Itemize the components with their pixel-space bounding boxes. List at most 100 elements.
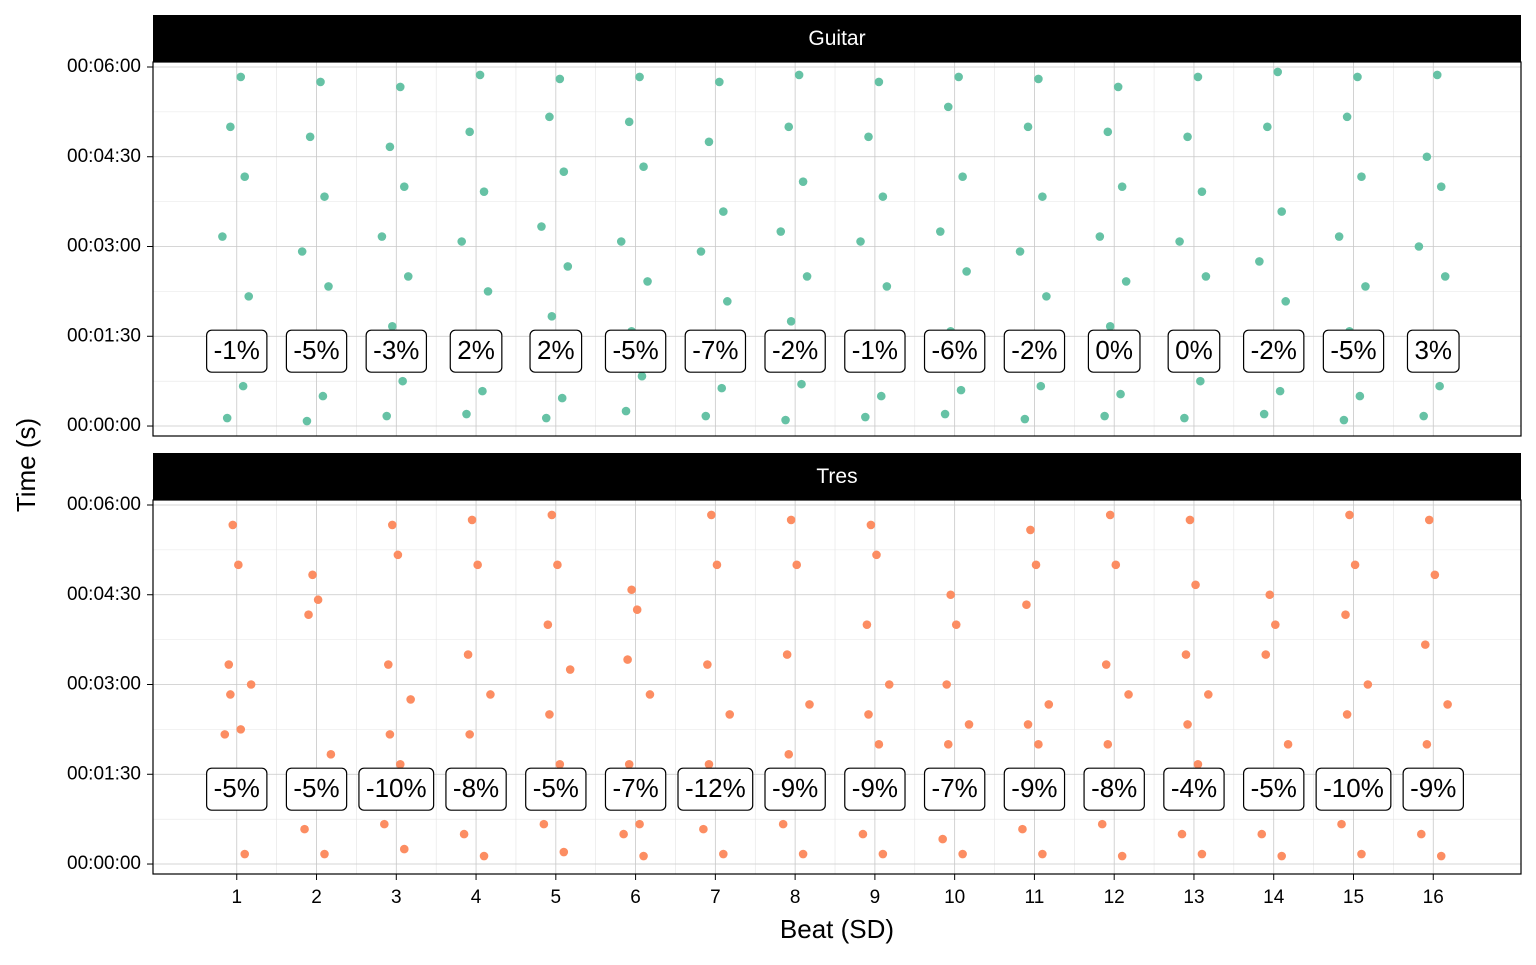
value-label: -8%	[1083, 767, 1145, 811]
data-point	[940, 409, 950, 419]
data-point	[1038, 192, 1047, 201]
data-point	[645, 690, 655, 699]
data-point	[1031, 560, 1041, 570]
y-tick-label: 00:01:30	[67, 325, 141, 346]
label-box	[1242, 329, 1305, 373]
label-box	[445, 767, 507, 811]
data-point	[465, 730, 474, 739]
data-point	[872, 550, 881, 560]
data-point	[395, 82, 405, 92]
label-box	[365, 329, 428, 373]
data-point	[1026, 525, 1035, 535]
value-label: -2%	[1003, 329, 1066, 373]
data-point	[304, 610, 313, 619]
data-point	[537, 222, 546, 231]
data-point	[797, 379, 806, 389]
x-tick-label: 16	[1423, 887, 1444, 908]
label-text: 0%	[1175, 335, 1213, 365]
data-point	[935, 227, 945, 236]
y-tick-label: 00:06:00	[67, 56, 141, 77]
data-point	[704, 137, 714, 147]
data-point	[462, 409, 471, 419]
x-axis-label: Beat (SD)	[780, 914, 894, 944]
data-point	[547, 312, 557, 321]
data-point	[874, 740, 884, 749]
data-point	[856, 237, 865, 246]
data-point	[385, 730, 395, 739]
data-point	[297, 247, 307, 256]
data-point	[956, 385, 966, 395]
label-box	[604, 767, 667, 811]
data-point	[627, 585, 636, 595]
data-point	[1277, 851, 1286, 861]
data-point	[226, 122, 235, 132]
data-point	[725, 710, 735, 719]
value-label: -4%	[1163, 767, 1225, 811]
value-label: 0%	[1167, 329, 1221, 373]
panel-border	[152, 61, 1522, 437]
label-box	[285, 329, 348, 373]
data-point	[798, 177, 808, 186]
data-point	[866, 520, 876, 530]
data-point	[555, 74, 565, 84]
data-point	[635, 72, 644, 82]
data-point	[1201, 272, 1211, 281]
label-box	[1167, 329, 1221, 373]
data-point	[478, 386, 487, 396]
data-point	[1034, 74, 1043, 84]
data-point	[1183, 720, 1192, 729]
label-text: -8%	[1091, 773, 1137, 803]
data-point	[305, 132, 315, 142]
data-point	[643, 277, 652, 286]
y-tick-label: 00:00:00	[67, 853, 141, 874]
data-point	[1105, 321, 1115, 331]
data-point	[874, 77, 884, 87]
data-point	[1342, 710, 1352, 719]
value-label: -9%	[844, 767, 906, 811]
data-point	[1263, 122, 1272, 132]
data-point	[1339, 415, 1349, 425]
facet-strip	[153, 453, 1521, 500]
data-point	[1038, 849, 1047, 859]
data-point	[406, 695, 415, 704]
value-label: -3%	[365, 329, 428, 373]
data-point	[864, 132, 873, 142]
data-point	[1277, 207, 1286, 216]
label-text: 3%	[1414, 335, 1452, 365]
data-point	[699, 824, 708, 834]
label-box	[923, 329, 986, 373]
x-tick-label: 7	[710, 887, 721, 908]
data-point	[1271, 620, 1280, 629]
data-point	[802, 272, 812, 281]
label-box	[1242, 767, 1305, 811]
label-text: -5%	[293, 773, 339, 803]
label-box	[1083, 767, 1145, 811]
data-point	[1353, 72, 1362, 82]
data-point	[1197, 187, 1207, 196]
panel-border	[152, 499, 1522, 875]
value-label: -6%	[923, 329, 986, 373]
data-point	[637, 371, 647, 381]
data-point	[541, 413, 551, 423]
data-point	[1419, 411, 1428, 421]
label-box	[1315, 767, 1392, 811]
label-text: -9%	[772, 773, 818, 803]
data-point	[696, 247, 706, 256]
data-point	[1420, 640, 1430, 649]
data-point	[861, 412, 870, 422]
data-point	[624, 117, 634, 127]
data-point	[1350, 560, 1360, 570]
data-point	[1255, 257, 1264, 266]
data-point	[635, 819, 644, 829]
data-point	[1436, 182, 1446, 191]
data-point	[962, 267, 971, 276]
label-text: -8%	[453, 773, 499, 803]
y-tick-label: 00:03:00	[67, 236, 141, 257]
value-label: 2%	[449, 329, 503, 373]
data-point	[244, 292, 254, 301]
data-point	[385, 142, 395, 152]
value-label: -8%	[445, 767, 507, 811]
data-point	[942, 680, 951, 689]
label-text: -10%	[1323, 773, 1384, 803]
value-label: -9%	[764, 767, 826, 811]
